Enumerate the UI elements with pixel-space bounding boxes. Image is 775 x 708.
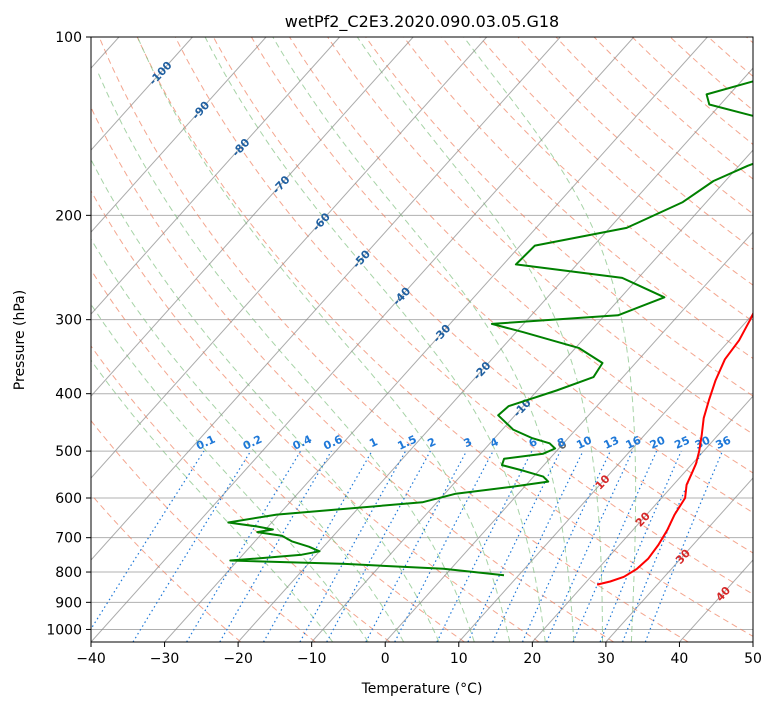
isotherm-line	[752, 641, 753, 642]
moist-adiabat	[356, 37, 604, 642]
dry-adiabat	[289, 37, 753, 474]
chart-title: wetPf2_C2E3.2020.090.03.05.G18	[285, 12, 559, 32]
moist-adiabat	[97, 72, 475, 642]
moist-adiabat	[91, 158, 440, 642]
moist-adiabat	[91, 238, 405, 642]
mixing-ratio-line	[132, 450, 252, 642]
isotherm-line	[164, 37, 708, 642]
dry-adiabat	[593, 37, 753, 180]
y-axis: 100 200 300 400 500 600 700 800 900 1000	[46, 30, 91, 638]
moist-adiabat	[272, 37, 575, 642]
dry-adiabat	[327, 37, 753, 435]
mixing-ratio-line	[186, 450, 302, 642]
temperature-line	[596, 311, 753, 586]
y-axis-label: Pressure (hPa)	[12, 290, 28, 390]
isotherm-line	[91, 37, 561, 561]
mixing-ratio-line	[91, 450, 205, 631]
dry-adiabat	[91, 419, 316, 642]
mixing-ratio-label: 10	[574, 433, 594, 451]
mixing-ratio-line	[644, 450, 724, 642]
y-tick-label: 700	[55, 531, 82, 547]
x-tick-label: −30	[150, 651, 180, 667]
isotherm-line	[91, 37, 635, 642]
moist-adiabat	[463, 37, 637, 642]
x-tick-label: −10	[297, 651, 327, 667]
mixing-ratio-line	[219, 450, 332, 642]
moist-adiabat	[137, 37, 511, 642]
mixing-ratio-line	[467, 450, 561, 642]
isotherm-line	[91, 37, 267, 233]
y-tick-label: 800	[55, 565, 82, 581]
y-tick-label: 900	[55, 595, 82, 611]
x-tick-label: 40	[671, 651, 689, 667]
isotherm-line	[531, 395, 753, 642]
x-tick-label: −20	[223, 651, 253, 667]
y-tick-label: 300	[55, 313, 82, 329]
x-axis-label: Temperature (°C)	[361, 681, 483, 697]
moist-adiabat	[91, 303, 369, 642]
dry-adiabat	[365, 37, 753, 397]
y-tick-label: 600	[55, 491, 82, 507]
x-axis: −40 −30 −20 −10 0 10 20 30 40 50	[76, 642, 762, 667]
x-tick-label: 0	[381, 651, 390, 667]
isotherm-line	[91, 37, 193, 151]
isotherm-line	[605, 477, 753, 642]
x-tick-label: 30	[597, 651, 615, 667]
mixing-ratio-label: 20	[648, 433, 668, 451]
dry-adiabat	[250, 37, 753, 514]
mixing-ratio-line	[492, 450, 584, 642]
x-tick-label: −40	[76, 651, 106, 667]
moist-adiabat	[204, 37, 546, 642]
y-tick-label: 200	[55, 208, 82, 224]
dry-adiabat	[212, 37, 753, 554]
x-tick-label: 20	[523, 651, 541, 667]
mixing-ratio-label: 25	[672, 434, 691, 452]
isotherm-line	[91, 37, 414, 397]
background-lines	[91, 37, 753, 642]
isotherm-line	[237, 67, 753, 642]
moist-adiabat	[91, 359, 334, 642]
mixing-ratio-label: 30	[693, 433, 713, 451]
y-tick-label: 500	[55, 444, 82, 460]
dewpoint-line	[227, 80, 753, 577]
profile-lines	[227, 80, 753, 586]
dry-adiabat	[91, 190, 540, 642]
plot-background	[91, 37, 753, 642]
dry-adiabat	[479, 37, 753, 286]
y-tick-label: 1000	[46, 622, 82, 638]
isotherm-line	[458, 313, 753, 642]
isotherm-line	[91, 37, 488, 479]
mixing-ratio-label: 16	[624, 433, 644, 451]
y-tick-label: 400	[55, 387, 82, 403]
mixing-ratio-line	[521, 450, 611, 642]
mixing-ratio-line	[436, 450, 533, 642]
dry-adiabat	[174, 37, 753, 595]
mixing-ratio-label: 36	[714, 433, 734, 451]
plot-frame	[90, 36, 754, 643]
x-tick-label: 50	[744, 651, 762, 667]
isotherm-line	[384, 231, 753, 642]
isotherm-line	[311, 149, 753, 642]
isotherm-line	[91, 37, 340, 315]
mixing-ratio-label: 13	[602, 434, 621, 452]
dry-adiabat	[441, 37, 753, 323]
dry-adiabat	[91, 106, 614, 642]
mixing-ratio-line	[365, 450, 468, 642]
y-tick-label: 100	[55, 30, 82, 46]
dry-adiabat	[631, 37, 753, 146]
x-tick-label: 10	[450, 651, 468, 667]
dry-adiabat	[98, 37, 689, 642]
mixing-ratio-line	[326, 450, 431, 642]
